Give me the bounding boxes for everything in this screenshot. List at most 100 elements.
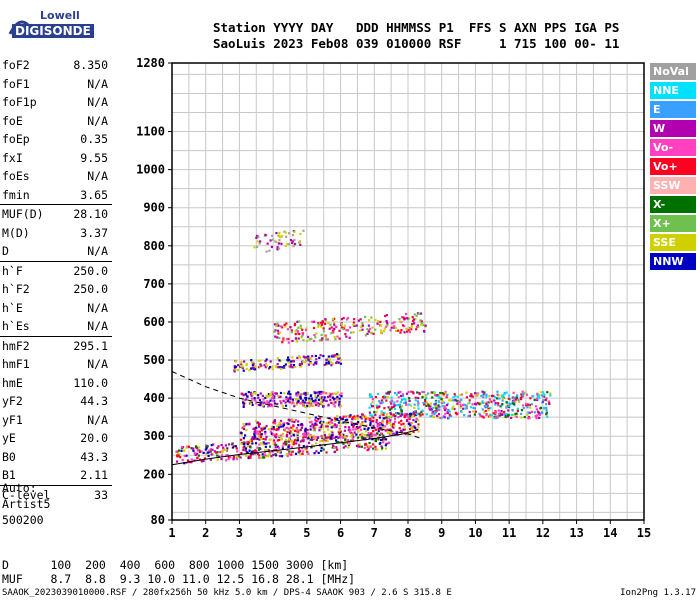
echo-point <box>288 401 291 404</box>
echo-point <box>360 417 363 420</box>
echo-point <box>437 404 440 407</box>
echo-point <box>501 399 504 402</box>
echo-point <box>333 354 336 357</box>
echo-point <box>421 413 424 416</box>
param-name: foF1p <box>2 95 37 109</box>
echo-point <box>529 397 532 400</box>
echo-point <box>549 394 552 397</box>
echo-point <box>412 419 415 422</box>
echo-point <box>412 430 415 433</box>
echo-point <box>322 354 325 358</box>
echo-point <box>391 322 394 325</box>
echo-point <box>243 434 247 437</box>
echo-point <box>346 316 350 320</box>
echo-point <box>276 402 279 406</box>
echo-point <box>308 421 312 424</box>
echo-point <box>466 402 470 405</box>
echo-point <box>408 413 411 416</box>
echo-point <box>481 394 484 397</box>
header-line1: Station YYYY DAY DDD HHMMSS P1 FFS S AXN… <box>213 20 620 35</box>
echo-point <box>382 434 385 437</box>
echo-point <box>336 436 339 439</box>
echo-point <box>401 316 404 319</box>
echo-point <box>344 445 347 448</box>
echo-point <box>312 339 316 343</box>
echo-point <box>322 391 325 394</box>
echo-point <box>301 333 305 336</box>
echo-point <box>446 411 449 415</box>
echo-point <box>277 242 280 245</box>
echo-point <box>526 413 529 416</box>
echo-point <box>343 324 347 327</box>
echo-point <box>284 429 287 432</box>
echo-point <box>278 236 282 239</box>
echo-point <box>489 406 492 410</box>
echo-point <box>485 413 488 417</box>
echo-point <box>432 406 435 410</box>
legend-item: Vo+ <box>650 158 696 175</box>
echo-point <box>514 414 517 417</box>
param-row: foEs N/A <box>0 167 112 186</box>
echo-point <box>309 362 312 365</box>
echo-point <box>299 232 302 236</box>
x-tick-label: 9 <box>438 526 445 540</box>
echo-point <box>430 408 433 411</box>
echo-point <box>435 405 438 408</box>
echo-point <box>372 419 375 423</box>
echo-point <box>202 459 205 463</box>
echo-point <box>385 416 388 419</box>
footer-muf-row: MUF 8.7 8.8 9.3 10.0 11.0 12.5 16.8 28.1… <box>2 572 356 586</box>
echo-point <box>320 446 323 450</box>
echo-point <box>264 234 267 237</box>
echo-point <box>348 442 351 445</box>
echo-point <box>263 364 266 367</box>
echo-point <box>307 452 310 455</box>
echo-point <box>380 401 383 405</box>
param-name: yF2 <box>2 394 23 408</box>
echo-point <box>407 415 410 418</box>
muf-footer: D 100 200 400 600 800 1000 1500 3000 [km… <box>2 558 355 586</box>
echo-point <box>332 321 336 324</box>
echo-point <box>328 392 331 395</box>
echo-point <box>405 419 409 422</box>
legend-item: SSE <box>650 234 696 251</box>
echo-point <box>290 360 293 363</box>
echo-point <box>355 433 358 436</box>
echo-point <box>320 390 323 394</box>
param-value: 33 <box>94 487 108 502</box>
echo-point <box>315 332 318 335</box>
echo-point <box>323 396 326 399</box>
echo-point <box>285 396 288 399</box>
echo-point <box>298 240 302 244</box>
echo-point <box>509 402 512 406</box>
echo-point <box>390 396 393 399</box>
echo-point <box>349 428 352 431</box>
echo-point <box>207 451 210 454</box>
echo-point <box>405 327 408 330</box>
echo-point <box>425 404 428 408</box>
auto-program: Artist5 <box>2 497 51 511</box>
echo-point <box>400 405 404 408</box>
echo-point <box>236 450 239 453</box>
echo-point <box>369 327 372 330</box>
echo-point <box>382 397 385 400</box>
echo-point <box>514 396 517 399</box>
echo-point <box>453 407 456 411</box>
echo-point <box>408 331 412 334</box>
echo-point <box>364 315 367 319</box>
echo-point <box>242 403 245 407</box>
echo-point <box>413 411 416 414</box>
echo-point <box>245 363 248 367</box>
echo-point <box>485 405 488 408</box>
echo-point <box>280 434 283 437</box>
echo-point <box>442 401 446 404</box>
echo-point <box>265 435 268 438</box>
echo-point <box>524 391 527 394</box>
echo-point <box>416 400 419 403</box>
echo-point <box>343 429 347 432</box>
echo-point <box>248 423 251 426</box>
echo-point <box>314 354 317 358</box>
echo-point <box>328 423 332 426</box>
echo-point <box>287 392 290 395</box>
echo-point <box>490 394 494 398</box>
